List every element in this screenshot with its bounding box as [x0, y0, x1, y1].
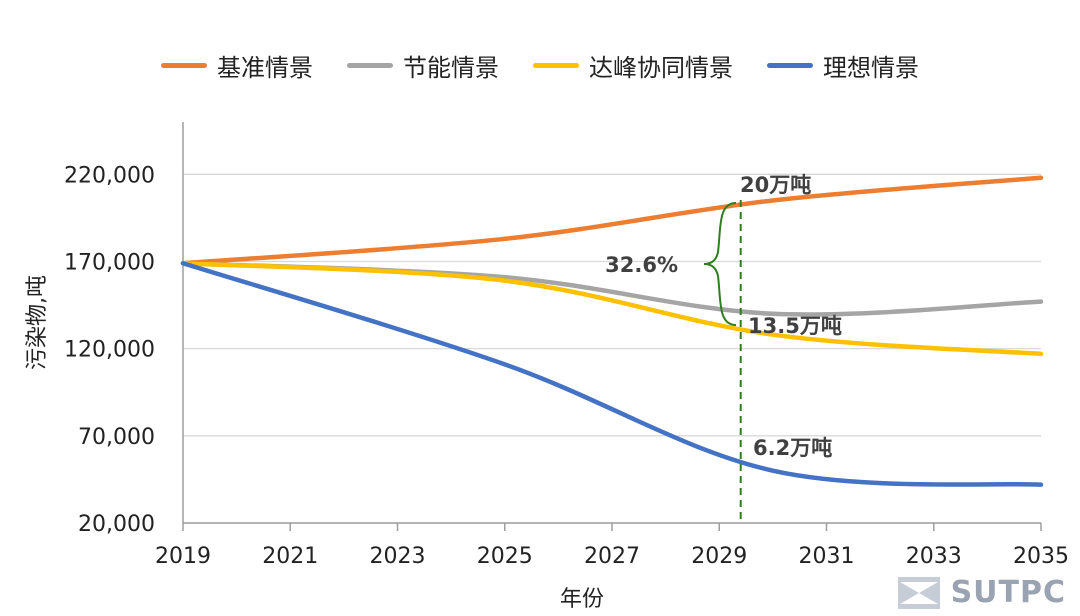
- x-tick-label: 2027: [584, 544, 640, 569]
- series-line: [180, 175, 1044, 266]
- watermark: SUTPC: [897, 575, 1066, 610]
- legend-swatch: [767, 63, 813, 68]
- x-tick-label: 2025: [477, 544, 533, 569]
- y-tick-label: 120,000: [64, 338, 155, 363]
- legend-swatch: [347, 63, 393, 68]
- y-tick-label: 220,000: [64, 163, 155, 188]
- x-tick-label: 2031: [799, 544, 855, 569]
- annotation-low-label: 6.2万吨: [753, 436, 832, 460]
- x-tick-label: 2033: [906, 544, 962, 569]
- legend-label: 理想情景: [823, 54, 919, 82]
- y-tick-label: 170,000: [64, 250, 155, 275]
- y-tick-label: 70,000: [78, 425, 155, 450]
- bracket-annotation: [703, 202, 737, 326]
- legend-item: 基准情景: [161, 48, 313, 83]
- legend-swatch: [533, 63, 579, 68]
- legend-item: 节能情景: [347, 48, 499, 83]
- x-tick-label: 2029: [691, 544, 747, 569]
- watermark-text: SUTPC: [950, 575, 1066, 610]
- legend-swatch: [161, 63, 207, 68]
- sutpc-logo-icon: [897, 576, 940, 609]
- legend-item: 理想情景: [767, 48, 919, 83]
- y-tick-label: 20,000: [78, 512, 155, 537]
- annotation-mid-label: 13.5万吨: [748, 314, 842, 338]
- series-line: [180, 260, 1044, 487]
- x-tick-label: 2023: [370, 544, 426, 569]
- series-line: [180, 260, 1044, 357]
- x-tick-label: 2021: [262, 544, 318, 569]
- annotation-percent-label: 32.6%: [605, 253, 678, 277]
- chart-legend: 基准情景 节能情景 达峰协同情景 理想情景: [0, 48, 1080, 83]
- x-axis-title: 年份: [560, 587, 604, 612]
- legend-label: 达峰协同情景: [589, 54, 733, 82]
- x-tick-label: 2035: [1013, 544, 1069, 569]
- annotation-top-label: 20万吨: [740, 173, 811, 197]
- legend-item: 达峰协同情景: [533, 48, 733, 83]
- x-tick-label: 2019: [155, 544, 211, 569]
- y-axis-title: 污染物,吨: [25, 275, 50, 370]
- legend-label: 基准情景: [217, 54, 313, 82]
- legend-label: 节能情景: [403, 54, 499, 82]
